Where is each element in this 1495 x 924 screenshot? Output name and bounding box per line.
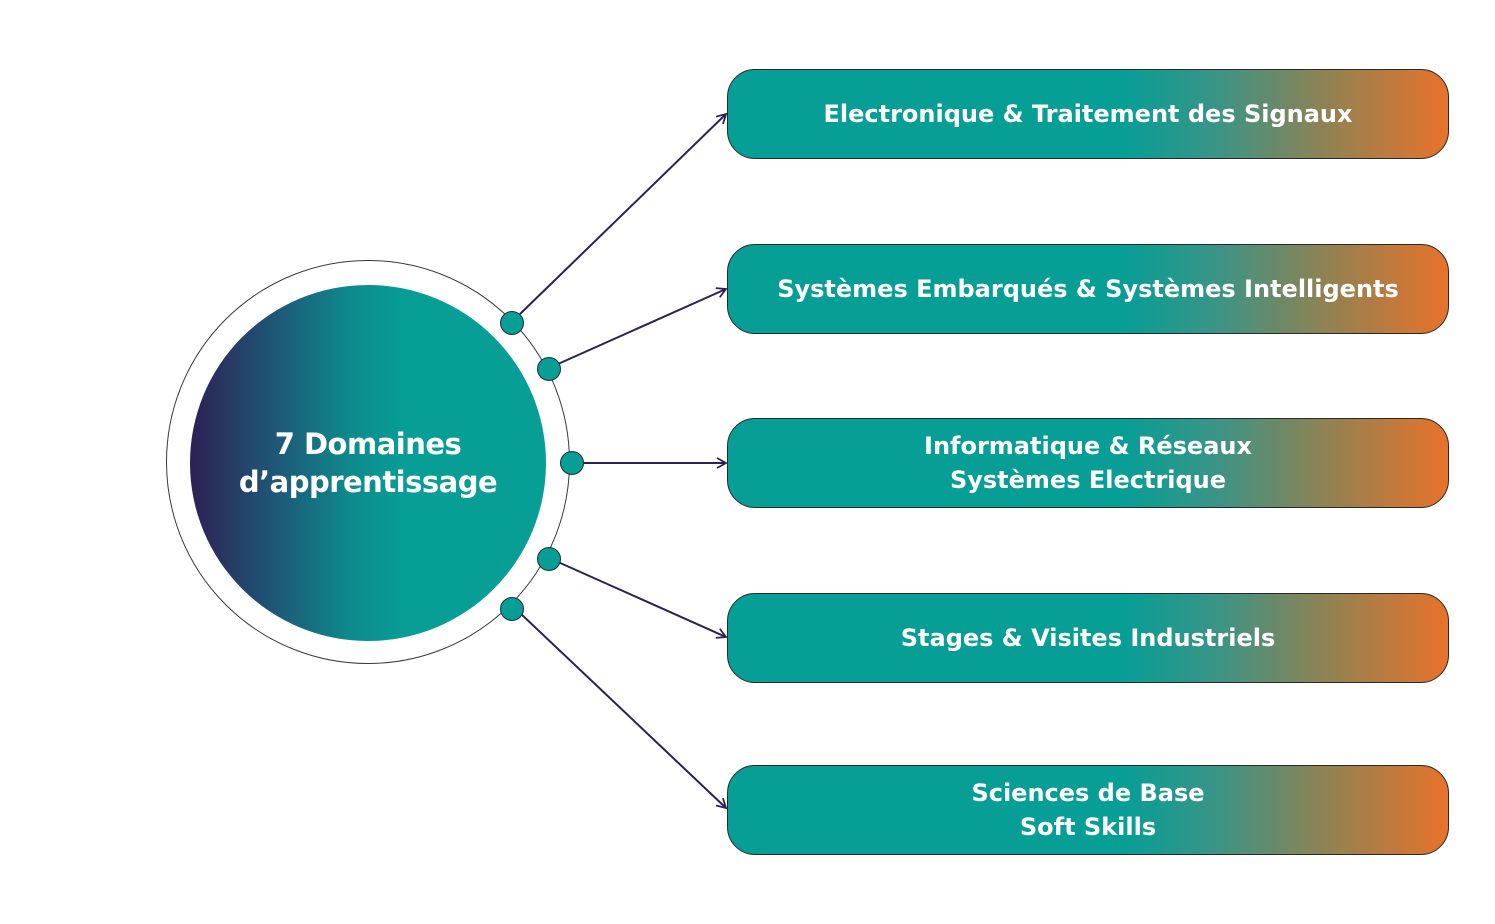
domain-label: Stages & Visites Industriels — [900, 624, 1276, 652]
connector-node-1 — [500, 311, 524, 335]
domain-box-systemes-embarques: Systèmes Embarqués & Systèmes Intelligen… — [727, 244, 1449, 334]
hub-title-line-1: 7 Domaines — [274, 427, 462, 461]
domain-box-stages: Stages & Visites Industriels — [727, 593, 1449, 683]
connector-arrow-1 — [519, 112, 728, 315]
domain-box-informatique: Informatique & Réseaux Systèmes Electriq… — [727, 418, 1449, 508]
connector-node-4 — [537, 547, 561, 571]
domain-label-line-2: Systèmes Electrique — [949, 466, 1227, 494]
hub-title: 7 Domaines d’apprentissage — [208, 425, 528, 501]
domain-label-line-1: Sciences de Base — [971, 779, 1205, 807]
domain-box-sciences: Sciences de Base Soft Skills — [727, 765, 1449, 855]
domain-box-electronique: Electronique & Traitement des Signaux — [727, 69, 1449, 159]
domain-label: Electronique & Traitement des Signaux — [823, 100, 1353, 128]
connector-arrow-2 — [557, 287, 728, 365]
connector-arrow-5 — [519, 612, 728, 810]
hub-title-line-2: d’apprentissage — [238, 465, 498, 499]
connector-node-2 — [537, 357, 561, 381]
domain-label: Systèmes Embarqués & Systèmes Intelligen… — [777, 275, 1399, 303]
connector-arrow-4 — [557, 561, 728, 639]
connector-node-5 — [500, 597, 524, 621]
domain-label-line-1: Informatique & Réseaux — [924, 432, 1252, 460]
connector-node-3 — [560, 451, 584, 475]
central-hub: 7 Domaines d’apprentissage — [190, 285, 546, 641]
domain-label-line-2: Soft Skills — [1019, 813, 1157, 841]
